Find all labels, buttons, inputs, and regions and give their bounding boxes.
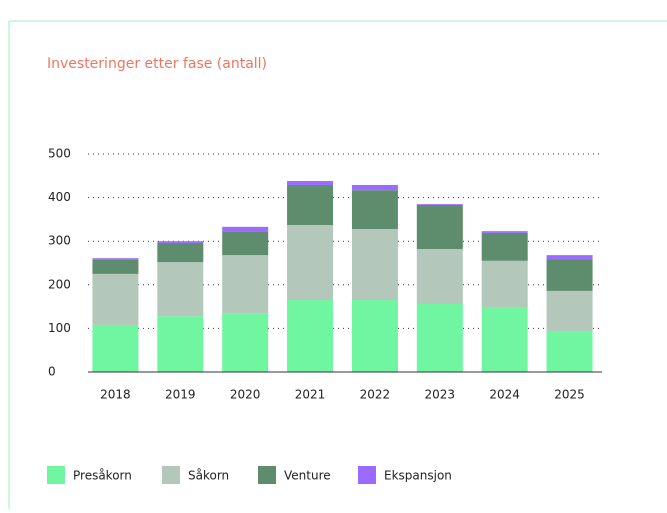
bar-segment <box>92 258 139 260</box>
bar-segment <box>546 259 593 291</box>
bar-segment <box>416 249 463 304</box>
legend-label: Ekspansjon <box>384 469 452 483</box>
bar-segment <box>222 255 269 314</box>
x-tick-label: 2019 <box>165 388 196 402</box>
legend-label: Venture <box>284 469 331 483</box>
x-tick-label: 2022 <box>360 388 391 402</box>
bar-segment <box>416 205 463 250</box>
bar-segment <box>287 225 334 301</box>
bar-segment <box>222 313 269 372</box>
y-tick-label: 500 <box>48 147 71 161</box>
bar-segment <box>546 290 593 332</box>
legend-swatch <box>258 466 276 484</box>
bar-segment <box>157 242 204 263</box>
bar-segment <box>416 303 463 372</box>
legend-swatch <box>162 466 180 484</box>
bar-segment <box>351 228 398 301</box>
bar-segment <box>92 273 139 325</box>
y-tick-label: 300 <box>48 234 71 248</box>
bar-segment <box>546 331 593 372</box>
bar-segment <box>351 300 398 372</box>
x-tick-label: 2020 <box>230 388 261 402</box>
chart-title: Investeringer etter fase (antall) <box>47 56 267 72</box>
legend-label: Presåkorn <box>73 469 132 483</box>
y-tick-label: 100 <box>48 321 71 335</box>
bar-segment <box>481 231 528 233</box>
legend-swatch <box>47 466 65 484</box>
y-tick-label: 0 <box>48 365 56 379</box>
bar-segment <box>351 184 398 191</box>
bar-segment <box>222 226 269 232</box>
bar-segment <box>222 231 269 256</box>
x-tick-label: 2025 <box>554 388 585 402</box>
x-tick-label: 2018 <box>100 388 131 402</box>
bar-segment <box>92 324 139 372</box>
bar-segment <box>481 232 528 261</box>
legend-swatch <box>358 466 376 484</box>
bar-segment <box>157 316 204 372</box>
bar-segment <box>92 259 139 274</box>
x-tick-label: 2023 <box>425 388 456 402</box>
bar-segment <box>157 241 204 243</box>
x-tick-label: 2024 <box>489 388 520 402</box>
bar-segment <box>287 181 334 185</box>
bar-segment <box>481 307 528 372</box>
bar-segment <box>481 260 528 308</box>
bar-segment <box>351 190 398 229</box>
x-tick-label: 2021 <box>295 388 326 402</box>
bar-segment <box>157 262 204 317</box>
legend-label: Såkorn <box>188 469 229 483</box>
bar-segment <box>546 255 593 260</box>
y-tick-label: 200 <box>48 277 71 291</box>
y-tick-label: 400 <box>48 190 71 204</box>
bar-segment <box>287 184 334 226</box>
bar-segment <box>416 204 463 206</box>
bar-segment <box>287 300 334 372</box>
